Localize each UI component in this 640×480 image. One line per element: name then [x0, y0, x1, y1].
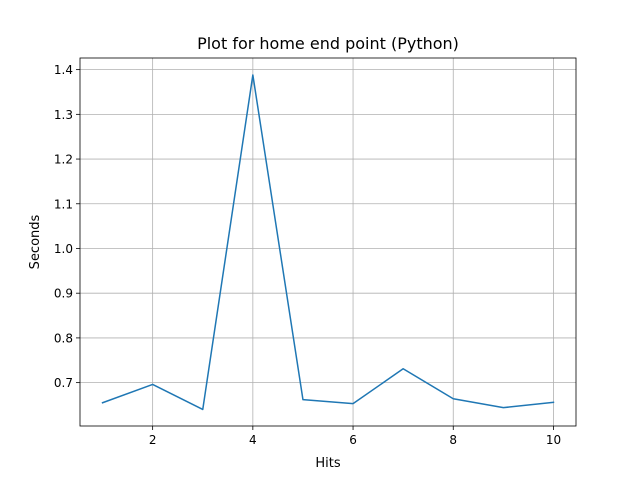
x-tick-label: 6	[349, 433, 357, 447]
series-line	[101, 74, 555, 411]
y-axis-label: Seconds	[28, 214, 43, 269]
x-axis-label: Hits	[315, 456, 340, 471]
y-tick-label: 1.1	[54, 197, 73, 211]
plot-frame	[79, 57, 577, 427]
x-tick-label: 8	[449, 433, 457, 447]
y-tick-label: 1.2	[54, 153, 73, 167]
x-tick-label: 4	[249, 433, 257, 447]
y-tick-label: 0.7	[54, 376, 73, 390]
y-tick-label: 1.4	[54, 63, 73, 77]
y-tick-label: 1.0	[54, 242, 73, 256]
ticks: 2 4 6 8 10 0.7 0.8 0.9 1.0 1.1 1.2 1.3 1.4	[54, 63, 561, 447]
chart-title: Plot for home end point (Python)	[197, 34, 459, 53]
x-tick-label: 2	[149, 433, 157, 447]
y-tick-label: 0.8	[54, 331, 73, 345]
y-tick-label: 0.9	[54, 287, 73, 301]
x-tick-label: 10	[546, 433, 561, 447]
y-tick-label: 1.3	[54, 108, 73, 122]
series-layer	[101, 74, 555, 411]
grid	[80, 58, 576, 426]
